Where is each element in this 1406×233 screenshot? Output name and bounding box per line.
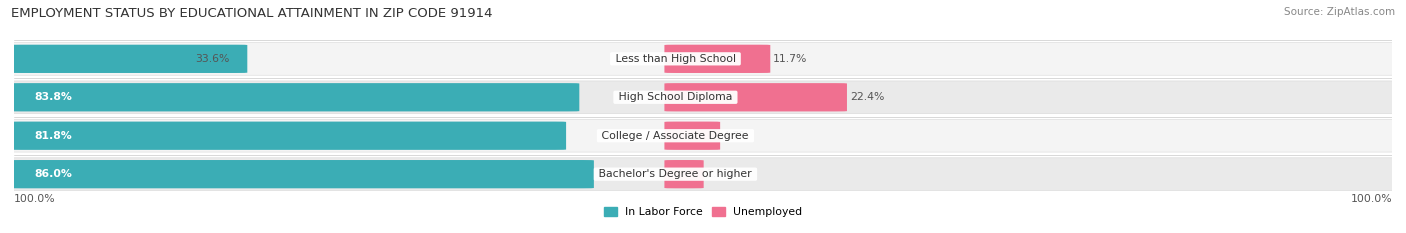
Text: 22.4%: 22.4%: [849, 92, 884, 102]
FancyBboxPatch shape: [0, 158, 1406, 191]
FancyBboxPatch shape: [665, 45, 770, 73]
Text: Less than High School: Less than High School: [612, 54, 740, 64]
FancyBboxPatch shape: [0, 42, 1406, 75]
Text: 83.8%: 83.8%: [35, 92, 73, 102]
Text: Bachelor's Degree or higher: Bachelor's Degree or higher: [595, 169, 755, 179]
Text: 81.8%: 81.8%: [35, 131, 73, 141]
FancyBboxPatch shape: [665, 122, 720, 150]
FancyBboxPatch shape: [10, 83, 579, 111]
FancyBboxPatch shape: [665, 83, 846, 111]
FancyBboxPatch shape: [665, 160, 703, 188]
Text: EMPLOYMENT STATUS BY EDUCATIONAL ATTAINMENT IN ZIP CODE 91914: EMPLOYMENT STATUS BY EDUCATIONAL ATTAINM…: [11, 7, 492, 20]
Text: 100.0%: 100.0%: [1350, 194, 1392, 204]
Text: 2.4%: 2.4%: [706, 169, 734, 179]
Text: 4.7%: 4.7%: [723, 131, 751, 141]
Text: 86.0%: 86.0%: [35, 169, 73, 179]
FancyBboxPatch shape: [10, 45, 247, 73]
FancyBboxPatch shape: [0, 119, 1406, 152]
Text: 33.6%: 33.6%: [195, 54, 229, 64]
Text: Source: ZipAtlas.com: Source: ZipAtlas.com: [1284, 7, 1395, 17]
Text: 11.7%: 11.7%: [773, 54, 807, 64]
FancyBboxPatch shape: [10, 160, 593, 188]
Legend: In Labor Force, Unemployed: In Labor Force, Unemployed: [599, 203, 807, 222]
FancyBboxPatch shape: [0, 81, 1406, 114]
FancyBboxPatch shape: [10, 122, 567, 150]
Text: 100.0%: 100.0%: [14, 194, 56, 204]
Text: College / Associate Degree: College / Associate Degree: [599, 131, 752, 141]
Text: High School Diploma: High School Diploma: [614, 92, 735, 102]
